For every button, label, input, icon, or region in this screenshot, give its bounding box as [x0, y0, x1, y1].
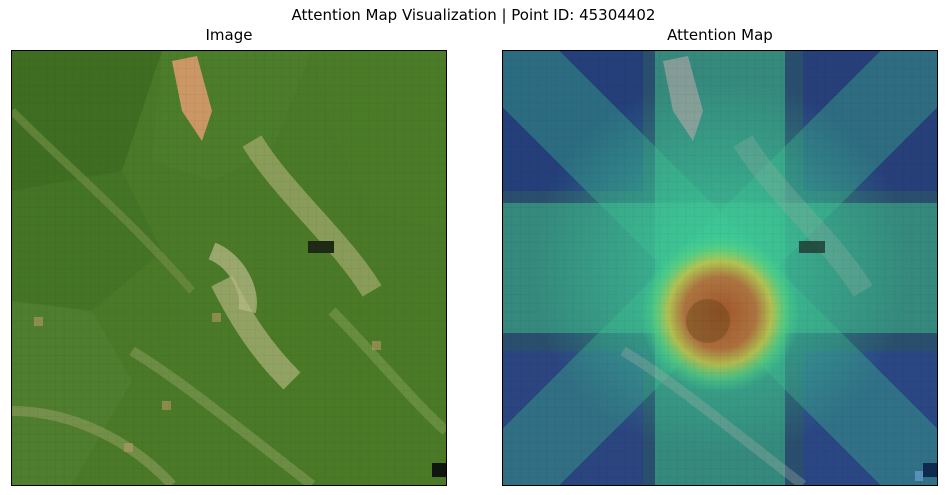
image-panel-title: Image: [205, 26, 253, 44]
attention-map-image: [503, 51, 937, 485]
satellite-image-panel: [11, 50, 447, 486]
figure-suptitle: Attention Map Visualization | Point ID: …: [291, 6, 656, 24]
satellite-image: [12, 51, 446, 485]
attention-map-panel: [502, 50, 938, 486]
attention-panel-title: Attention Map: [667, 26, 773, 44]
